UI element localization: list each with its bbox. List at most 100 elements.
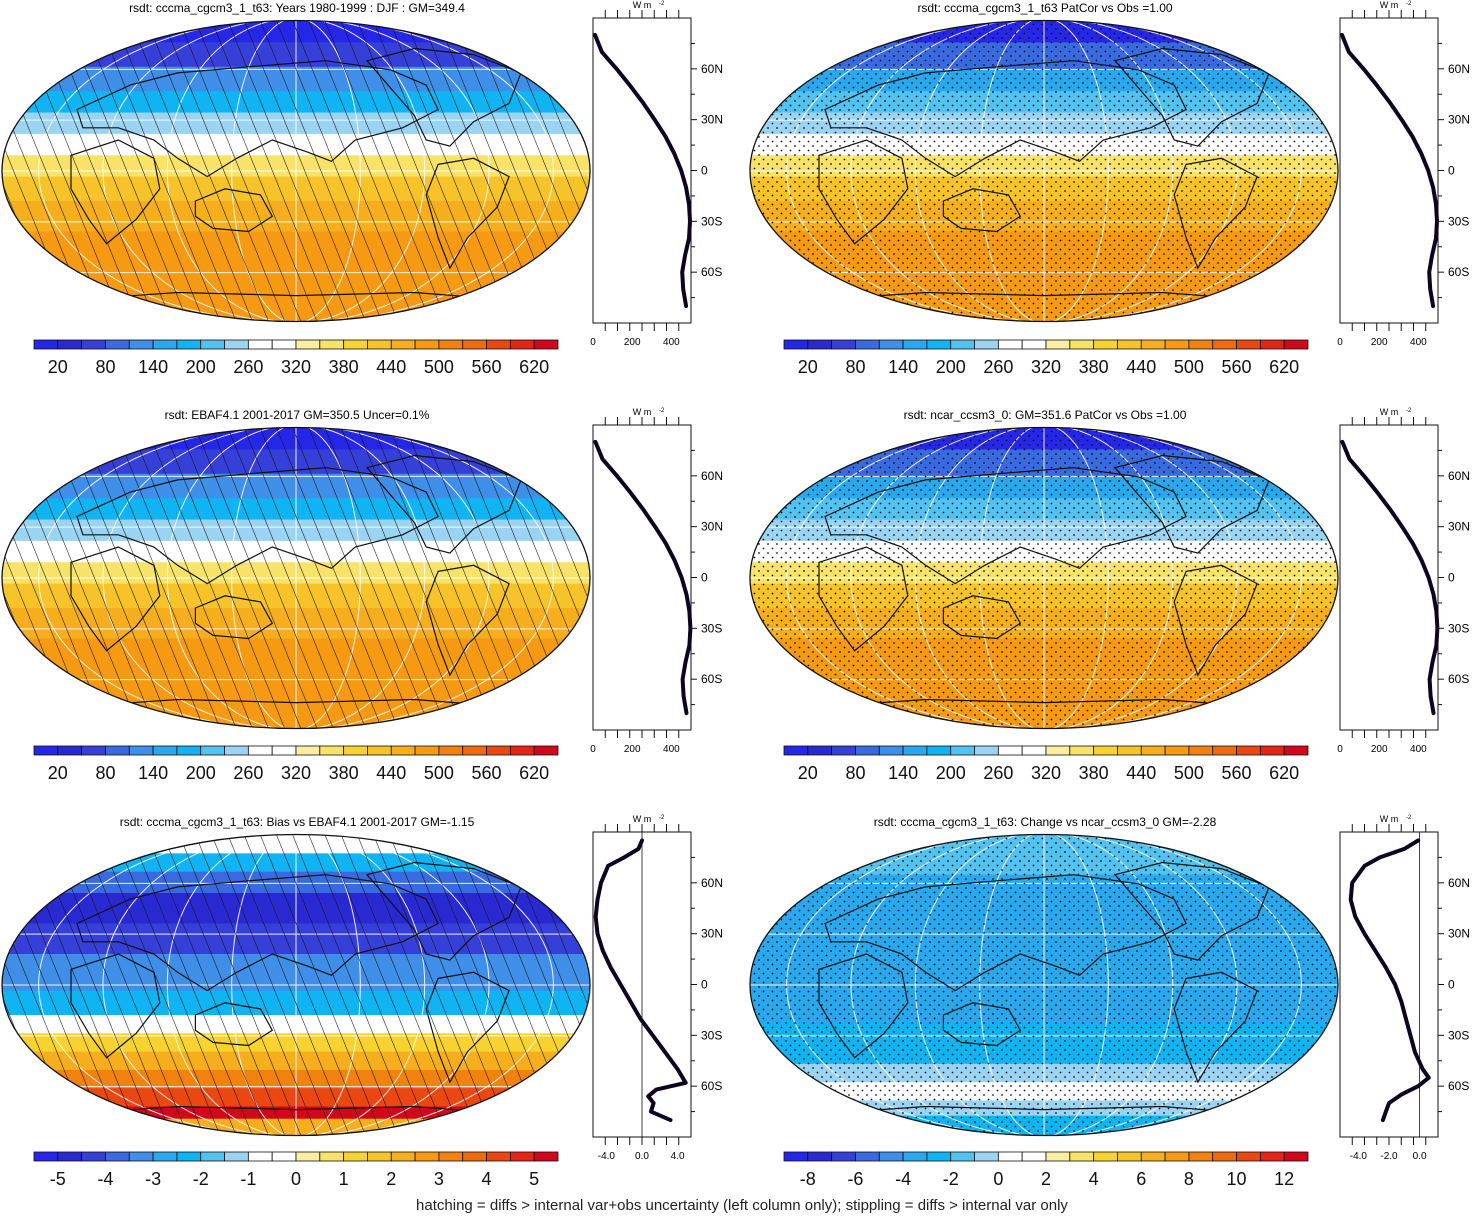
panel-model-patcor: rsdt: cccma_cgcm3_1_t63 PatCor vs Obs =1… bbox=[749, 0, 1470, 377]
colorbar-swatch bbox=[974, 1151, 999, 1162]
colorbar-swatch bbox=[486, 745, 511, 756]
colorbar-tick-label: 380 bbox=[1079, 763, 1109, 783]
hatching-overlay bbox=[2, 834, 590, 1136]
lat-tick-label: 30N bbox=[1448, 520, 1470, 534]
colorbar-swatch bbox=[878, 745, 904, 756]
colorbar-swatch bbox=[1117, 1151, 1142, 1162]
colorbar-tick-label: 380 bbox=[329, 763, 359, 783]
stippling-overlay bbox=[750, 834, 1338, 1136]
colorbar-swatch bbox=[1140, 339, 1166, 350]
colorbar-swatch bbox=[367, 339, 392, 350]
colorbar-swatch bbox=[128, 1151, 154, 1162]
colorbar-tick-label: 1 bbox=[339, 1169, 349, 1189]
colorbar-swatch bbox=[1259, 1151, 1285, 1162]
map-title: rsdt: cccma_cgcm3_1_t63: Change vs ncar_… bbox=[874, 815, 1217, 829]
colorbar-swatch bbox=[200, 1151, 225, 1162]
colorbar-swatch bbox=[176, 1151, 202, 1162]
colorbar-tick-label: 260 bbox=[983, 763, 1013, 783]
colorbar-tick-label: 200 bbox=[936, 763, 966, 783]
unit-exponent: -2 bbox=[1406, 815, 1412, 821]
colorbar-swatch bbox=[81, 745, 106, 756]
colorbar-swatch bbox=[950, 1151, 975, 1162]
lat-tick-label: 0 bbox=[1448, 571, 1455, 585]
colorbar-tick-label: 5 bbox=[529, 1169, 539, 1189]
colorbar-swatch bbox=[533, 339, 559, 350]
colorbar-swatch bbox=[319, 339, 345, 350]
colorbar-swatch bbox=[1045, 339, 1071, 350]
hatching-overlay bbox=[2, 427, 590, 729]
colorbar-swatch bbox=[926, 339, 952, 350]
colorbar-swatch bbox=[1140, 1151, 1166, 1162]
colorbar-tick-label: 260 bbox=[983, 357, 1013, 377]
colorbar-tick-label: 260 bbox=[233, 763, 263, 783]
profile-frame bbox=[1339, 831, 1439, 1138]
colorbar-swatch bbox=[152, 745, 178, 756]
zonal-mean-profile: W m -2 60N 30N 0 30S 60S 0 200 400 bbox=[1337, 407, 1470, 755]
colorbar-swatch bbox=[247, 339, 273, 350]
colorbar-swatch bbox=[81, 1151, 106, 1162]
colorbar-swatch bbox=[1236, 745, 1261, 756]
colorbar-tick-label: -1 bbox=[240, 1169, 256, 1189]
x-tick-label: 200 bbox=[624, 337, 641, 348]
colorbar-swatch bbox=[1069, 339, 1095, 350]
colorbar-swatch bbox=[1045, 1151, 1071, 1162]
colorbar-swatch bbox=[533, 1151, 559, 1162]
colorbar-swatch bbox=[105, 745, 130, 756]
colorbar-tick-label: -3 bbox=[145, 1169, 161, 1189]
colorbar-tick-label: 140 bbox=[888, 763, 918, 783]
colorbar-swatch bbox=[105, 339, 130, 350]
colorbar-tick-label: 2 bbox=[386, 1169, 396, 1189]
colorbar-swatch bbox=[950, 745, 975, 756]
colorbar-swatch bbox=[1093, 339, 1118, 350]
colorbar-swatch bbox=[1212, 339, 1237, 350]
lat-tick-label: 30S bbox=[1448, 1028, 1469, 1042]
colorbar-tick-label: -2 bbox=[943, 1169, 959, 1189]
colorbar-tick-label: 200 bbox=[186, 357, 216, 377]
map-border bbox=[1, 833, 591, 1137]
lat-tick-label: 30S bbox=[1448, 214, 1469, 228]
colorbar-swatch bbox=[33, 1151, 59, 1162]
colorbar-swatch bbox=[462, 339, 487, 350]
colorbar-swatch bbox=[1188, 1151, 1214, 1162]
lat-tick-label: 60N bbox=[1448, 62, 1470, 76]
colorbar-swatch bbox=[1259, 745, 1285, 756]
zonal-mean-profile: W m -2 60N 30N 0 30S 60S 0 200 400 bbox=[590, 0, 723, 348]
colorbar-swatch bbox=[1236, 339, 1261, 350]
colorbar-tick-label: 140 bbox=[888, 357, 918, 377]
colorbar-swatch bbox=[1093, 745, 1118, 756]
colorbar-swatch bbox=[950, 339, 975, 350]
lat-tick-label: 30N bbox=[1448, 113, 1470, 127]
unit-label: W m bbox=[633, 0, 652, 10]
lat-tick-label: 30N bbox=[1448, 927, 1470, 941]
colorbar-swatch bbox=[271, 745, 297, 756]
colorbar-swatch bbox=[33, 339, 59, 350]
colorbar-swatch bbox=[997, 745, 1023, 756]
colorbar-tick-label: 560 bbox=[1222, 763, 1252, 783]
colorbar-tick-label: 0 bbox=[291, 1169, 301, 1189]
map-field bbox=[2, 834, 590, 1136]
colorbar-tick-label: 80 bbox=[95, 763, 115, 783]
unit-label: W m bbox=[633, 814, 652, 824]
colorbar-swatch bbox=[414, 745, 440, 756]
unit-label: W m bbox=[633, 407, 652, 417]
map-border bbox=[749, 426, 1339, 730]
x-tick-label: 0.0 bbox=[1413, 1151, 1427, 1162]
colorbar-tick-label: 4 bbox=[482, 1169, 492, 1189]
lat-tick-label: 60N bbox=[1448, 876, 1470, 890]
colorbar-tick-label: 200 bbox=[936, 357, 966, 377]
colorbar-swatch bbox=[831, 1151, 856, 1162]
colorbar-swatch bbox=[128, 745, 154, 756]
colorbar-swatch bbox=[343, 1151, 368, 1162]
colorbar-swatch bbox=[1117, 339, 1142, 350]
colorbar-swatch bbox=[462, 745, 487, 756]
colorbar-tick-label: 500 bbox=[1174, 357, 1204, 377]
colorbar-swatch bbox=[152, 1151, 178, 1162]
colorbar-tick-label: 140 bbox=[138, 357, 168, 377]
colorbar-swatch bbox=[1212, 1151, 1237, 1162]
lat-tick-label: 30N bbox=[701, 113, 723, 127]
colorbar-swatch bbox=[414, 1151, 440, 1162]
colorbar-swatch bbox=[1164, 1151, 1190, 1162]
colorbar-swatch bbox=[783, 339, 809, 350]
lat-tick-label: 0 bbox=[1448, 164, 1455, 178]
map-border bbox=[1, 19, 591, 323]
